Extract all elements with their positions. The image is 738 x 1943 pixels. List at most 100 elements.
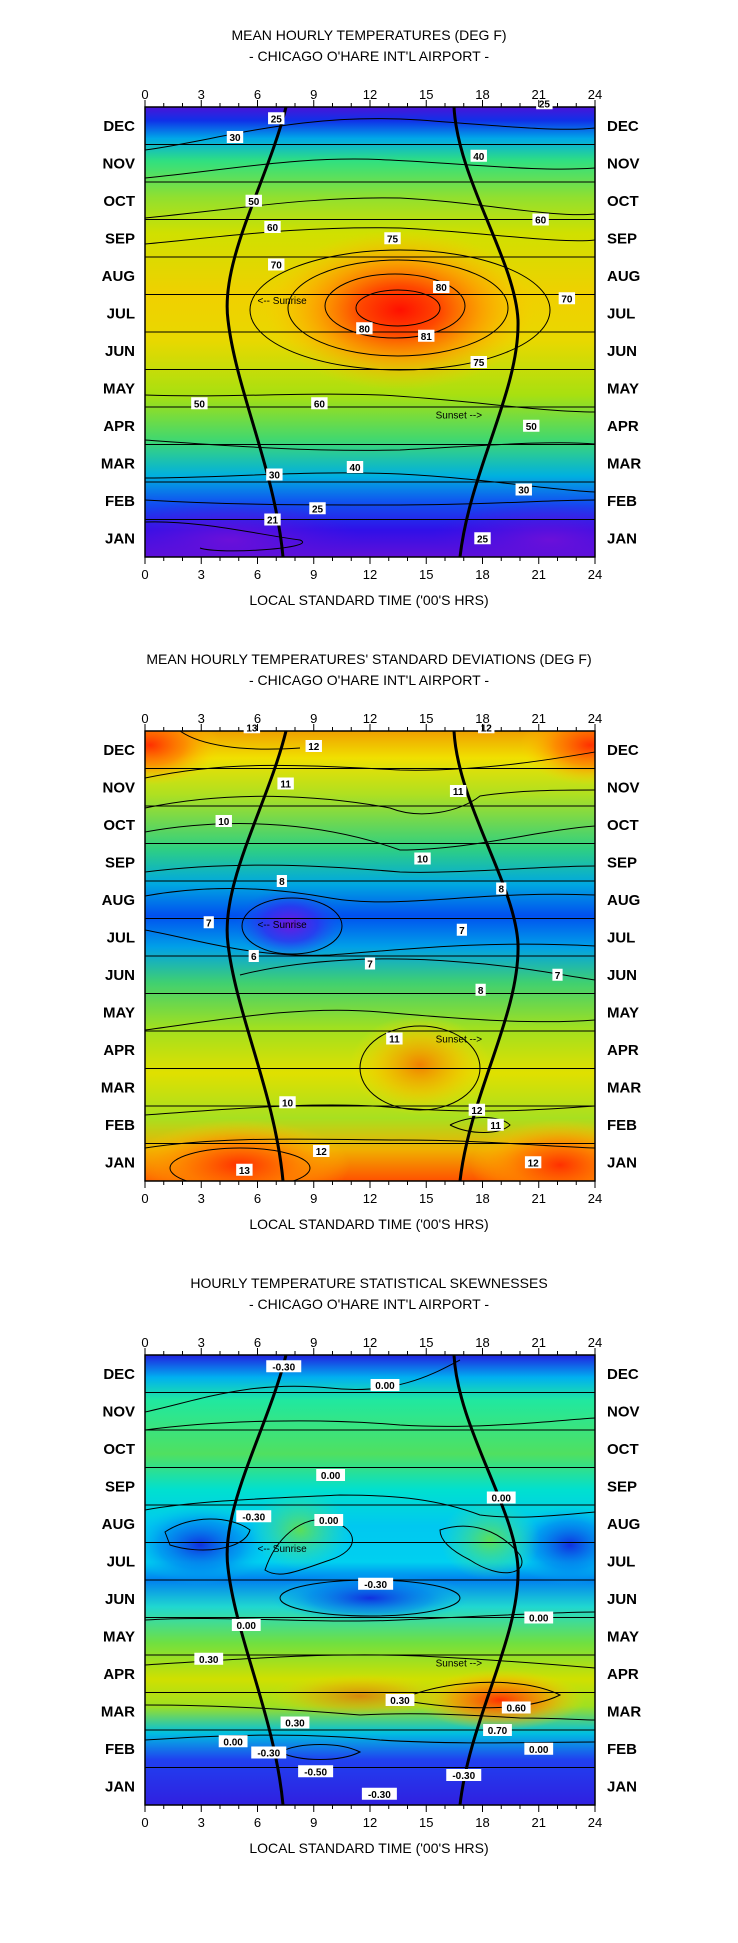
month-label-left: FEB <box>105 1741 135 1758</box>
month-label-right: AUG <box>607 268 640 285</box>
contour-label: 50 <box>194 399 206 410</box>
x-tick-top-label: 6 <box>254 87 261 102</box>
contour-label-box <box>268 112 285 125</box>
contour-label: 75 <box>473 358 485 369</box>
contour-label-box <box>496 882 507 895</box>
contour-label-box <box>266 468 283 481</box>
contour-label: 0.30 <box>285 1719 305 1730</box>
month-label-right: MAR <box>607 455 641 472</box>
contour-label-box <box>277 777 294 790</box>
x-tick-top-label: 12 <box>363 1335 377 1350</box>
x-tick-bottom-label: 0 <box>141 1191 148 1206</box>
month-label-right: APR <box>607 418 639 435</box>
contour-label-box <box>468 1103 486 1116</box>
month-label-right: MAR <box>607 1079 641 1096</box>
x-tick-bottom-label: 0 <box>141 567 148 582</box>
x-tick-top-label: 21 <box>532 711 546 726</box>
contour-label: 10 <box>282 1098 294 1109</box>
contour-label: 8 <box>478 986 484 997</box>
month-label-left: JUN <box>105 343 135 360</box>
month-label-right: JUN <box>607 967 637 984</box>
contour-label-box <box>313 1145 330 1157</box>
x-tick-bottom-label: 9 <box>310 1815 317 1830</box>
contour-label: 25 <box>271 114 283 125</box>
contour-label: 25 <box>477 534 489 545</box>
contour-label: 25 <box>539 99 551 110</box>
contour-label-box <box>314 1514 344 1526</box>
month-label-left: NOV <box>102 155 135 172</box>
month-label-left: MAR <box>101 1703 135 1720</box>
month-label-left: JUL <box>107 929 135 946</box>
x-tick-bottom-label: 18 <box>475 1191 489 1206</box>
contour-label: -0.50 <box>304 1767 327 1778</box>
panel2-month-gridlines <box>145 768 595 1144</box>
month-label-right: JUN <box>607 1591 637 1608</box>
panel3-sunrise-label: <-- Sunrise <box>258 1544 308 1555</box>
month-label-right: JUL <box>607 929 635 946</box>
contour-label-box <box>524 1156 542 1169</box>
month-label-left: SEP <box>105 1478 135 1495</box>
month-label-left: JAN <box>105 530 135 547</box>
contour-label: 0.00 <box>529 1745 549 1756</box>
month-label-right: NOV <box>607 155 640 172</box>
month-label-left: APR <box>103 418 135 435</box>
contour-label-box <box>280 1716 310 1729</box>
month-label-left: FEB <box>105 1117 135 1134</box>
contour-label: -0.30 <box>272 1362 295 1373</box>
month-label-right: SEP <box>607 854 637 871</box>
month-label-left: AUG <box>102 268 135 285</box>
contour-label-box <box>361 1787 397 1800</box>
x-tick-top-label: 9 <box>310 87 317 102</box>
month-label-right: FEB <box>607 1741 637 1758</box>
x-tick-bottom-label: 21 <box>532 567 546 582</box>
x-tick-top-label: 0 <box>141 87 148 102</box>
contour-label: 12 <box>308 742 320 753</box>
x-tick-bottom-label: 15 <box>419 1815 433 1830</box>
month-label-right: JAN <box>607 1778 637 1795</box>
contour-label: 6 <box>251 952 257 963</box>
x-tick-top-label: 3 <box>198 711 205 726</box>
panel3-title: HOURLY TEMPERATURE STATISTICAL SKEWNESSE… <box>190 1275 547 1291</box>
x-tick-top-label: 21 <box>532 1335 546 1350</box>
x-tick-bottom-label: 0 <box>141 1815 148 1830</box>
x-tick-top-label: 18 <box>475 711 489 726</box>
panel3-subtitle: - CHICAGO O'HARE INT'L AIRPORT - <box>249 1296 489 1312</box>
panel1-contour-labels: 25 25 30 40 50 60 60 75 70 80 70 80 81 75 50 60 50 40 30 30… <box>191 97 576 545</box>
contour-label: 80 <box>436 283 448 294</box>
contour-label: -0.30 <box>368 1790 391 1801</box>
month-label-right: JAN <box>607 1154 637 1171</box>
panel2-daylight-curves <box>225 731 520 1181</box>
contour-label-box <box>231 1619 261 1631</box>
contour-label-box <box>245 194 262 207</box>
contour-label-box <box>558 292 576 305</box>
panel2-x-axis-label: LOCAL STANDARD TIME ('00'S HRS) <box>249 1216 488 1232</box>
x-tick-bottom-label: 15 <box>419 567 433 582</box>
x-tick-top-label: 6 <box>254 711 261 726</box>
contour-label: 75 <box>387 234 399 245</box>
x-tick-bottom-label: 21 <box>532 1191 546 1206</box>
x-tick-bottom-label: 3 <box>198 1191 205 1206</box>
contour-label: 0.00 <box>492 1494 512 1505</box>
panel-standard-deviations: MEAN HOURLY TEMPERATURES' STANDARD DEVIA… <box>101 651 641 1232</box>
contour-label: -0.30 <box>364 1580 387 1591</box>
contour-label: 12 <box>481 723 493 734</box>
month-label-left: SEP <box>105 230 135 247</box>
month-label-right: MAR <box>607 1703 641 1720</box>
x-tick-bottom-label: 9 <box>310 567 317 582</box>
panel3-x-axis-label: LOCAL STANDARD TIME ('00'S HRS) <box>249 1840 488 1856</box>
x-tick-top-label: 6 <box>254 1335 261 1350</box>
contour-label-box <box>236 1510 272 1523</box>
month-label-left: JAN <box>105 1778 135 1795</box>
contour-label: 8 <box>279 877 285 888</box>
month-label-left: JUL <box>107 305 135 322</box>
month-label-left: FEB <box>105 493 135 510</box>
contour-label-box <box>264 221 281 233</box>
contour-label-box <box>501 1701 531 1714</box>
contour-label-box <box>305 740 322 752</box>
month-label-left: DEC <box>103 1366 135 1383</box>
month-label-left: DEC <box>103 742 135 759</box>
contour-label-box <box>470 149 487 162</box>
contour-label-box <box>475 983 486 996</box>
contour-label: -0.30 <box>257 1749 280 1760</box>
month-label-left: NOV <box>102 779 135 796</box>
